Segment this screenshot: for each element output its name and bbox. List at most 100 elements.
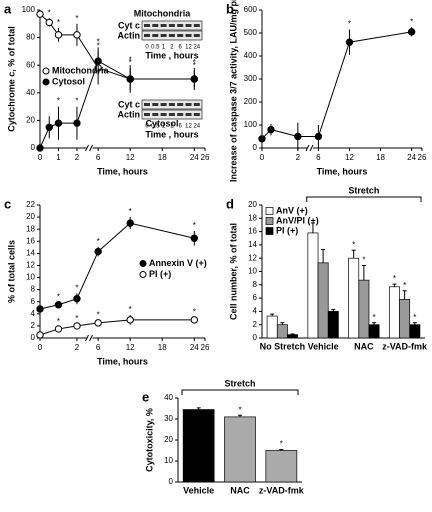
significance-mark: *	[97, 42, 100, 51]
data-point	[345, 38, 354, 46]
y-tick-label: 300	[244, 74, 258, 83]
blot-band	[185, 24, 192, 27]
x-tick-label: 24	[407, 153, 416, 162]
panel-label: d	[226, 196, 234, 211]
significance-mark: *	[97, 311, 100, 320]
axis-break	[85, 144, 89, 152]
blot-band	[144, 103, 150, 106]
y-tick-label: 2	[31, 321, 36, 330]
x-tick-label: 0	[38, 153, 43, 162]
data-point	[54, 119, 63, 127]
legend-marker	[42, 78, 50, 86]
blot-band	[168, 113, 175, 116]
legend-marker	[139, 260, 147, 267]
significance-mark: *	[352, 240, 355, 249]
data-point	[94, 247, 102, 256]
legend-swatch	[265, 207, 274, 215]
y-tick-label: 22	[26, 200, 35, 209]
significance-mark: *	[57, 97, 60, 106]
significance-mark: *	[362, 256, 365, 265]
bar	[399, 299, 411, 339]
blot-row-label: Cyt c	[118, 99, 140, 109]
data-point	[36, 144, 44, 152]
data-point	[190, 75, 199, 83]
x-tick-label: Vehicle	[183, 485, 214, 495]
significance-mark: *	[75, 314, 78, 323]
blot-band	[152, 103, 159, 106]
data-point	[54, 301, 63, 309]
bar	[307, 232, 319, 339]
blot-band	[152, 113, 159, 116]
x-tick-label: 0	[260, 153, 265, 162]
y-tick-label: 18	[248, 213, 257, 222]
y-tick-label: 200	[244, 97, 258, 106]
blot-band	[160, 34, 167, 37]
bar	[182, 409, 215, 483]
lane-label: 24	[193, 124, 200, 130]
significance-mark: *	[129, 305, 132, 314]
bar	[287, 334, 299, 339]
axis-break-gap	[307, 145, 313, 151]
significance-mark: *	[57, 18, 60, 27]
significance-mark: *	[129, 207, 132, 216]
inset-title: Mitochondria	[134, 8, 191, 18]
data-point	[73, 119, 81, 127]
x-tick-label: 2	[75, 153, 80, 162]
bracket	[181, 389, 299, 395]
x-tick-label: 6	[96, 153, 101, 162]
data-point	[94, 57, 102, 65]
x-tick-label: z-VAD-fmk	[259, 485, 305, 495]
y-tick-label: 0	[253, 143, 258, 152]
y-tick-label: 8	[31, 285, 36, 294]
bar	[266, 315, 278, 339]
x-tick-label: 2	[296, 153, 301, 162]
x-tick-label: 0	[38, 343, 43, 352]
y-tick-label: 30	[164, 414, 173, 423]
x-tick-label: 24	[190, 343, 199, 352]
panel-label: e	[142, 389, 149, 404]
blot-band	[177, 24, 184, 27]
x-axis-label: Time, hours	[97, 166, 148, 176]
y-tick-label: 100	[22, 5, 36, 14]
axis-break	[89, 334, 93, 342]
panel-label: c	[4, 196, 11, 211]
legend-label: Annexin V (+)	[149, 258, 207, 268]
y-tick-label: 40	[164, 393, 173, 402]
data-point	[190, 234, 199, 242]
bar	[317, 262, 329, 339]
bar	[265, 450, 298, 483]
blot-band	[185, 113, 192, 116]
data-point	[407, 28, 416, 36]
y-tick-label: 0	[169, 477, 174, 486]
bracket-label: Stretch	[348, 185, 379, 195]
blot-row-label: Cyt c	[118, 20, 140, 30]
blot-band	[152, 24, 159, 27]
y-tick-label: 2	[253, 320, 258, 329]
y-tick-label: 14	[26, 248, 35, 257]
blot-band	[177, 113, 184, 116]
x-tick-label: 2	[75, 343, 80, 352]
inset-x-label: Time , hours	[145, 129, 198, 139]
blot-band	[177, 103, 184, 106]
blot-band	[160, 24, 167, 27]
data-point	[54, 325, 63, 333]
x-tick-label: 6	[316, 153, 321, 162]
data-point	[73, 31, 81, 39]
y-tick-label: 18	[26, 224, 35, 233]
lane-label: 24	[193, 45, 200, 51]
blot-band	[193, 24, 200, 27]
lane-label: 12	[185, 45, 192, 51]
y-axis-label: Cytotoxicity, %	[144, 408, 154, 472]
panel-label: b	[226, 1, 234, 16]
y-tick-label: 80	[26, 33, 35, 42]
legend-marker	[42, 67, 50, 75]
y-tick-label: 600	[244, 5, 258, 14]
significance-mark: *	[97, 237, 100, 246]
lane-label: 0.5	[151, 124, 160, 130]
blot-row-label: Actin	[118, 30, 141, 40]
y-axis-label: Cytochrome c, % of total	[6, 26, 16, 132]
bracket-label: Stretch	[224, 378, 255, 388]
bar	[327, 311, 339, 339]
data-point	[45, 18, 53, 27]
